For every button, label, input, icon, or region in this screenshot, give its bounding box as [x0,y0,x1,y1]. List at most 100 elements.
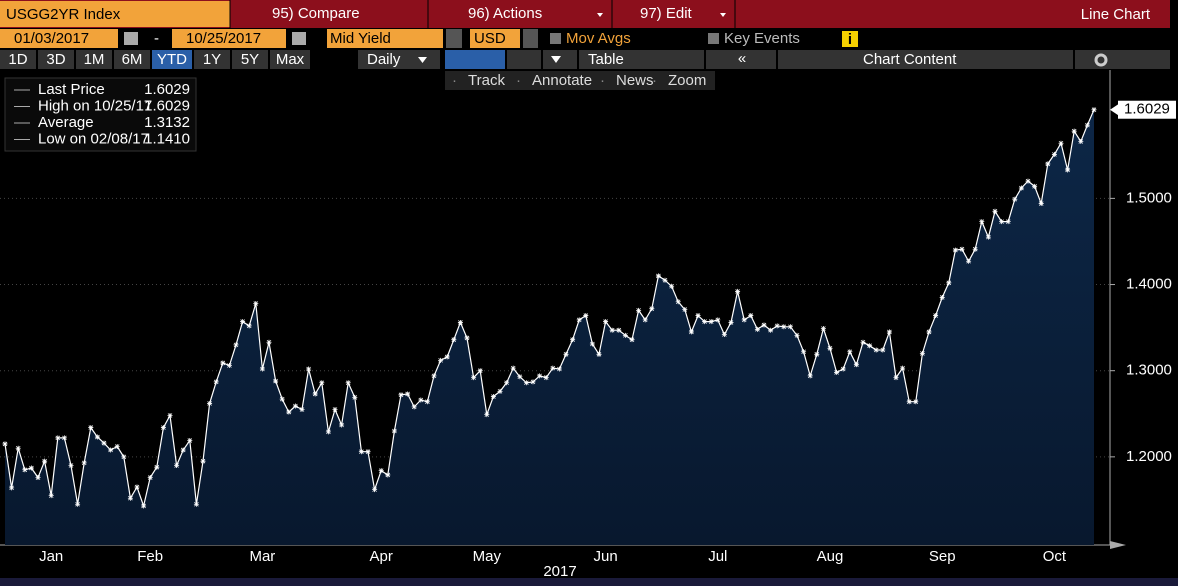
chart-content: Chart Content [863,51,957,68]
point [213,379,219,385]
start-field[interactable] [0,29,118,48]
point [365,449,371,455]
point [576,317,582,323]
point [292,403,298,409]
point [860,339,866,345]
tool[interactable]: Track [468,72,505,89]
point [814,351,820,357]
period-button[interactable] [270,50,310,69]
period-button[interactable] [0,50,36,69]
period-button[interactable] [152,50,192,69]
x-tick-label: May [473,548,502,565]
period-button[interactable] [232,50,268,69]
point [477,368,483,374]
checkbox[interactable] [708,33,719,44]
point [550,365,556,371]
point [1025,178,1031,184]
point [2,441,8,447]
start-date: 01/03/2017 [14,30,89,47]
last-price-box [1118,100,1176,119]
point [543,375,549,381]
point [702,319,708,325]
tool-icon: · [452,72,457,89]
point [174,462,180,468]
compare-button[interactable]: 95) Compare [272,5,360,22]
line [4,109,1095,509]
calendar-icon[interactable] [124,32,138,45]
point [42,458,48,464]
last-price: 1.6029 [1124,101,1170,118]
table-button[interactable] [579,50,704,69]
point [688,329,694,335]
checkbox[interactable] [550,33,561,44]
field-select[interactable] [327,29,443,48]
point [88,425,94,431]
point [966,258,972,264]
point [259,366,265,372]
point [345,380,351,386]
point [1045,161,1051,167]
settings-button[interactable] [1075,50,1170,69]
tool[interactable]: Annotate [532,72,592,89]
frequency: Daily [367,51,401,68]
point [728,319,734,325]
tool-icon: · [516,72,521,89]
period-button[interactable] [38,50,74,69]
line-icon-button[interactable] [445,50,505,69]
point [695,313,701,319]
last-price-pointer [1110,103,1119,116]
point [827,345,833,351]
key-events[interactable]: Key Events [724,30,800,47]
point [451,337,457,343]
period-label: Max [276,51,305,68]
actions-button[interactable]: 96) Actions [468,5,542,22]
field-dropdown[interactable] [446,29,462,48]
tool[interactable]: Zoom [668,72,706,89]
point [715,317,721,323]
collapse-button[interactable] [706,50,776,69]
chart-content-button[interactable] [778,50,1073,69]
date-dash: - [154,30,159,47]
point [834,369,840,375]
type-dropdown[interactable] [543,50,577,69]
point [101,440,107,446]
point [81,460,87,466]
point [510,365,516,371]
period-label: 1M [84,51,105,68]
frequency-select[interactable] [358,50,440,69]
period-button[interactable] [76,50,112,69]
currency-select[interactable] [470,29,520,48]
tool[interactable]: News [616,72,654,89]
point [411,404,417,410]
calendar-icon[interactable] [292,32,306,45]
currency-dropdown[interactable] [523,29,538,48]
point [662,277,668,283]
dropdown-arrow [597,13,603,17]
point [768,327,774,333]
point [444,354,450,360]
point [926,329,932,335]
point [748,313,754,319]
point [233,342,239,348]
point [121,454,127,460]
point [781,324,787,330]
y-tick-label: 1.5000 [1126,189,1172,206]
point [642,317,648,323]
period-button[interactable] [114,50,150,69]
point [391,428,397,434]
point [306,366,312,372]
bar-icon-button[interactable] [507,50,541,69]
mov-avgs[interactable]: Mov Avgs [566,30,631,47]
point [682,307,688,313]
end-field[interactable] [172,29,286,48]
point [55,435,61,441]
area [5,109,1094,545]
point [708,319,714,325]
point [352,394,358,400]
dropdown-arrow [720,13,726,17]
point [1065,167,1071,173]
period-button[interactable] [194,50,230,69]
info-box[interactable] [842,31,858,47]
currency: USD [474,30,506,47]
edit-button[interactable]: 97) Edit [640,5,693,22]
